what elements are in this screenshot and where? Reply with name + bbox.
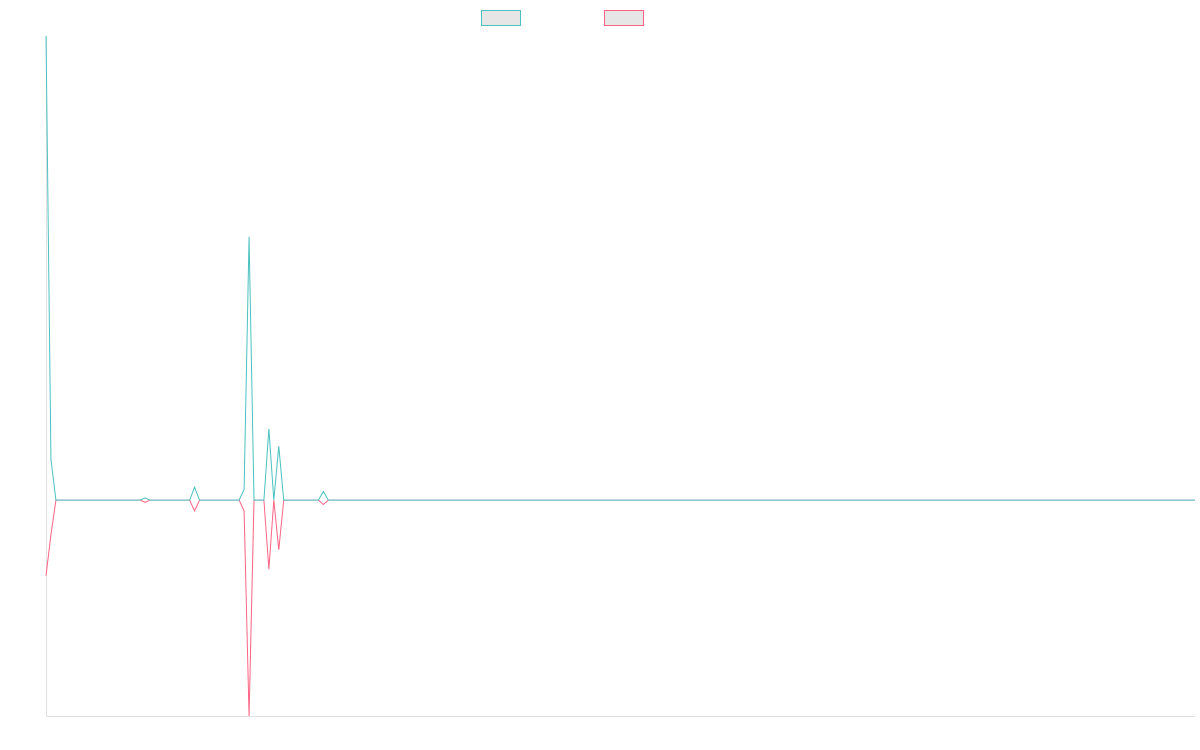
legend-swatch bbox=[481, 10, 521, 26]
line-series bbox=[45, 499, 1195, 717]
line-series bbox=[45, 35, 1195, 501]
legend-swatch bbox=[604, 10, 644, 26]
legend bbox=[481, 10, 644, 26]
plot-area bbox=[45, 35, 1195, 717]
